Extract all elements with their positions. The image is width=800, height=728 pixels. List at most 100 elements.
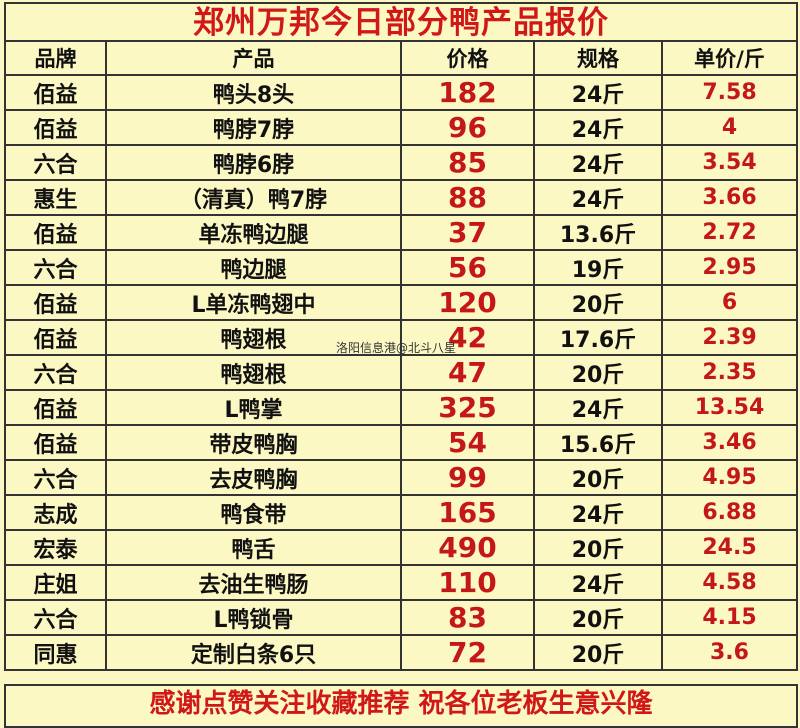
cell-spec: 20斤 [533,459,663,496]
table-header: 品牌 产品 价格 规格 单价/斤 [4,40,798,76]
cell-spec: 24斤 [533,144,663,181]
cell-unit-price: 6.88 [661,494,798,531]
table-row: 佰益 鸭脖7脖 96 24斤 4 [4,109,798,146]
cell-price: 37 [400,214,535,251]
cell-brand: 六合 [4,144,107,181]
cell-product: 鸭食带 [105,494,402,531]
table-row: 惠生 （清真）鸭7脖 88 24斤 3.66 [4,179,798,216]
cell-brand: 佰益 [4,284,107,321]
cell-brand: 六合 [4,459,107,496]
cell-unit-price: 3.66 [661,179,798,216]
cell-unit-price: 3.6 [661,634,798,671]
cell-spec: 20斤 [533,529,663,566]
header-product: 产品 [105,40,402,76]
cell-unit-price: 2.72 [661,214,798,251]
cell-unit-price: 2.39 [661,319,798,356]
cell-price: 490 [400,529,535,566]
cell-price: 56 [400,249,535,286]
table-row: 佰益 单冻鸭边腿 37 13.6斤 2.72 [4,214,798,251]
table-row: 庄姐 去油生鸭肠 110 24斤 4.58 [4,564,798,601]
cell-brand: 六合 [4,249,107,286]
cell-price: 182 [400,74,535,111]
table-row: 同惠 定制白条6只 72 20斤 3.6 [4,634,798,671]
cell-spec: 17.6斤 [533,319,663,356]
cell-brand: 惠生 [4,179,107,216]
cell-price: 88 [400,179,535,216]
cell-spec: 20斤 [533,284,663,321]
cell-unit-price: 4.15 [661,599,798,636]
table-row: 六合 鸭脖6脖 85 24斤 3.54 [4,144,798,181]
table-row: 佰益 鸭头8头 182 24斤 7.58 [4,74,798,111]
cell-price: 83 [400,599,535,636]
cell-product: L鸭锁骨 [105,599,402,636]
cell-price: 47 [400,354,535,391]
cell-product: 单冻鸭边腿 [105,214,402,251]
table-row: 佰益 鸭翅根 42 17.6斤 2.39 [4,319,798,356]
cell-brand: 佰益 [4,109,107,146]
cell-price: 42 [400,319,535,356]
cell-price: 99 [400,459,535,496]
cell-unit-price: 3.46 [661,424,798,461]
cell-unit-price: 3.54 [661,144,798,181]
header-spec: 规格 [533,40,663,76]
header-brand: 品牌 [4,40,107,76]
header-unit-price: 单价/斤 [661,40,798,76]
cell-product: 定制白条6只 [105,634,402,671]
table-row: 六合 鸭边腿 56 19斤 2.95 [4,249,798,286]
cell-spec: 24斤 [533,494,663,531]
cell-product: 去皮鸭胸 [105,459,402,496]
cell-product: 鸭翅根 [105,319,402,356]
cell-brand: 同惠 [4,634,107,671]
cell-unit-price: 7.58 [661,74,798,111]
cell-product: 鸭翅根 [105,354,402,391]
cell-brand: 佰益 [4,424,107,461]
cell-product: 鸭边腿 [105,249,402,286]
cell-spec: 19斤 [533,249,663,286]
cell-product: 鸭脖6脖 [105,144,402,181]
cell-price: 54 [400,424,535,461]
cell-price: 85 [400,144,535,181]
price-sheet: 郑州万邦今日部分鸭产品报价 品牌 产品 价格 规格 单价/斤 佰益 鸭头8头 182 24斤 7… [4,2,798,728]
footer-message: 感谢点赞关注收藏推荐 祝各位老板生意兴隆 [4,684,798,728]
cell-product: （清真）鸭7脖 [105,179,402,216]
cell-spec: 13.6斤 [533,214,663,251]
header-price: 价格 [400,40,535,76]
table-row: 佰益 L鸭掌 325 24斤 13.54 [4,389,798,426]
cell-brand: 六合 [4,599,107,636]
cell-price: 120 [400,284,535,321]
table-row: 佰益 L单冻鸭翅中 120 20斤 6 [4,284,798,321]
cell-brand: 志成 [4,494,107,531]
table-row: 六合 鸭翅根 47 20斤 2.35 [4,354,798,391]
cell-product: 鸭舌 [105,529,402,566]
cell-spec: 20斤 [533,634,663,671]
cell-product: 去油生鸭肠 [105,564,402,601]
cell-unit-price: 2.35 [661,354,798,391]
cell-price: 325 [400,389,535,426]
cell-brand: 佰益 [4,74,107,111]
table-row: 佰益 带皮鸭胸 54 15.6斤 3.46 [4,424,798,461]
cell-price: 165 [400,494,535,531]
cell-brand: 宏泰 [4,529,107,566]
cell-unit-price: 2.95 [661,249,798,286]
cell-price: 96 [400,109,535,146]
cell-brand: 佰益 [4,389,107,426]
cell-unit-price: 4.58 [661,564,798,601]
cell-unit-price: 4.95 [661,459,798,496]
cell-product: 鸭脖7脖 [105,109,402,146]
cell-price: 72 [400,634,535,671]
cell-product: 鸭头8头 [105,74,402,111]
table-row: 志成 鸭食带 165 24斤 6.88 [4,494,798,531]
watermark: 洛阳信息港@北斗八星 [336,341,457,355]
cell-spec: 15.6斤 [533,424,663,461]
cell-unit-price: 6 [661,284,798,321]
cell-product: L单冻鸭翅中 [105,284,402,321]
price-table: 品牌 产品 价格 规格 单价/斤 佰益 鸭头8头 182 24斤 7.58 佰益 鸭脖7脖 96 24斤… [4,40,798,671]
cell-brand: 六合 [4,354,107,391]
cell-spec: 24斤 [533,389,663,426]
cell-brand: 佰益 [4,214,107,251]
cell-spec: 20斤 [533,599,663,636]
cell-unit-price: 4 [661,109,798,146]
table-row: 宏泰 鸭舌 490 20斤 24.5 [4,529,798,566]
cell-product: L鸭掌 [105,389,402,426]
cell-spec: 24斤 [533,109,663,146]
